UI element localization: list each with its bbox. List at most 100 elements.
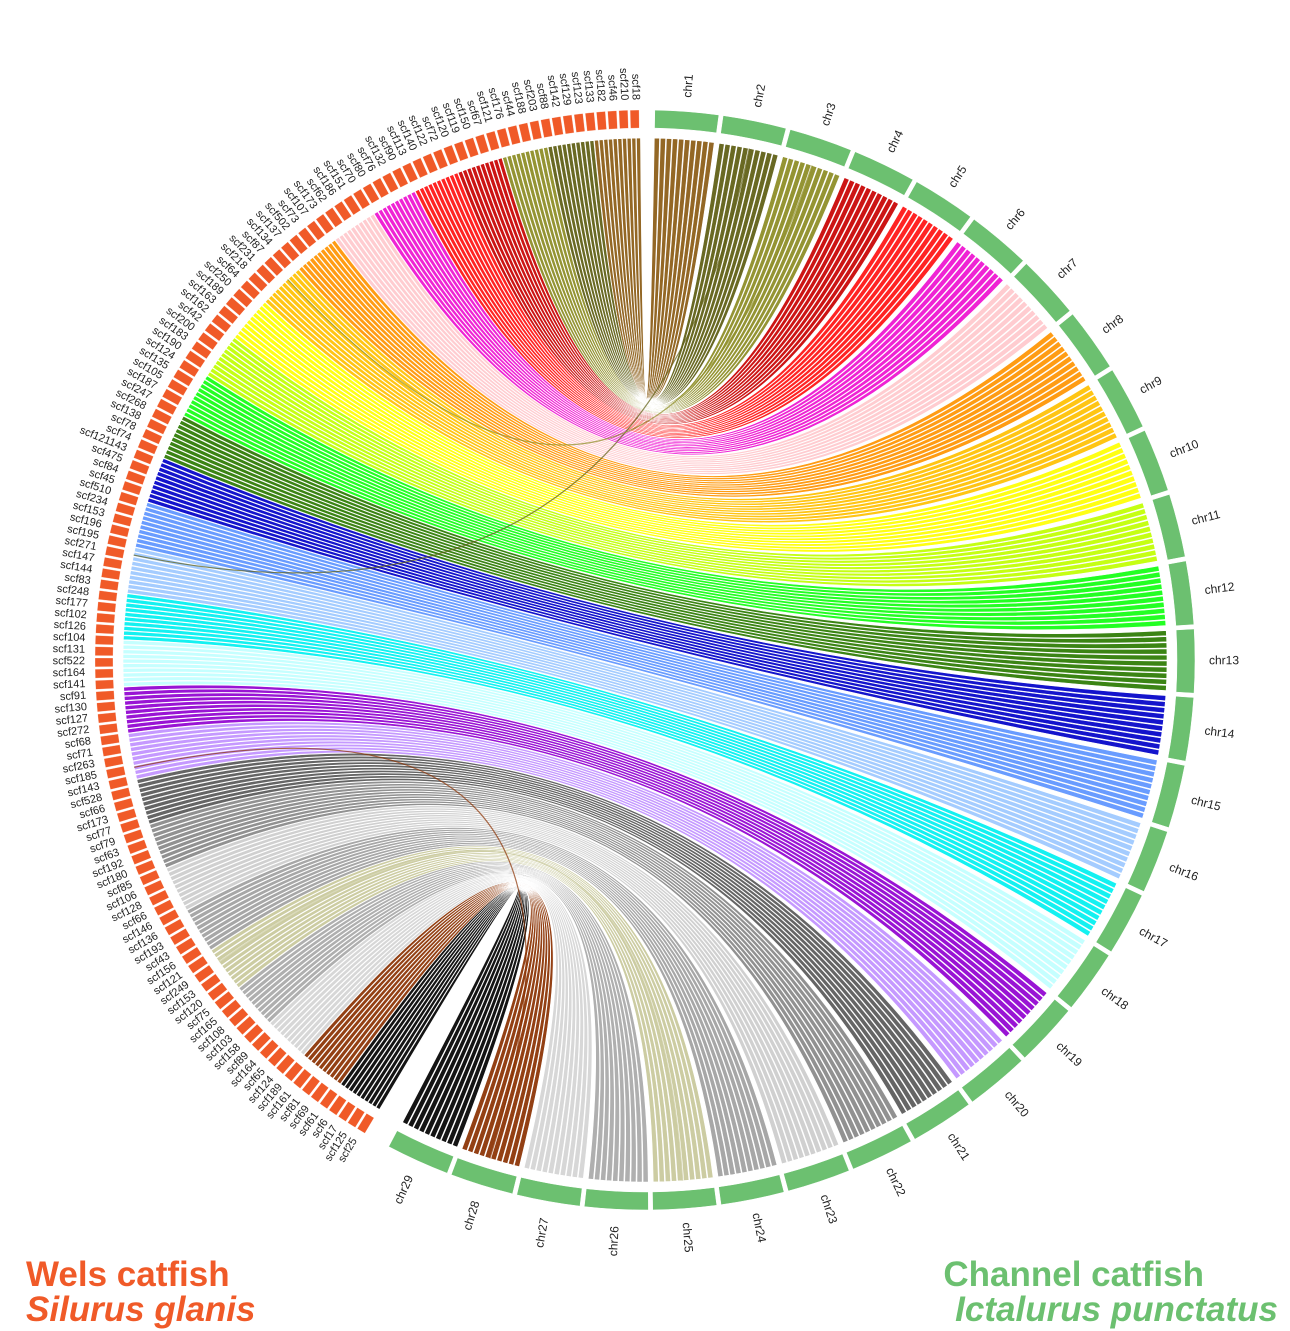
synteny-link-chr8 bbox=[327, 242, 1059, 480]
synteny-link-chr21 bbox=[136, 752, 953, 1086]
synteny-link-chr4 bbox=[466, 167, 889, 423]
scaffold-scf120 bbox=[443, 144, 459, 166]
synteny-link-chr19 bbox=[124, 696, 1036, 1012]
synteny-link-chr3 bbox=[520, 151, 818, 411]
scaffold-scf130 bbox=[96, 701, 116, 713]
synteny-link-chr28 bbox=[336, 886, 533, 1152]
scaffold-scf153 bbox=[112, 513, 133, 527]
wels-catfish-scientific-name: Silurus glanis bbox=[26, 1290, 256, 1329]
synteny-link-chr26 bbox=[244, 863, 637, 1183]
synteny-link-chr24 bbox=[200, 838, 742, 1175]
chromosome-label: chr9 bbox=[1137, 373, 1164, 397]
chromosome-label: chr14 bbox=[1204, 723, 1236, 741]
chromosome-label: chr25 bbox=[680, 1222, 696, 1253]
scaffold-label: scf164 bbox=[53, 667, 86, 680]
scaffold-scf250 bbox=[232, 288, 253, 308]
synteny-link-chr13 bbox=[167, 445, 1168, 679]
synteny-link-chr27 bbox=[269, 873, 593, 1179]
synteny-link-chr22 bbox=[152, 786, 888, 1126]
synteny-link-chr19 bbox=[123, 688, 1044, 1002]
synteny-link-chr26 bbox=[256, 868, 615, 1182]
synteny-link-chr23 bbox=[173, 814, 817, 1156]
chromosome-chr6 bbox=[962, 218, 1024, 275]
synteny-link-chr2 bbox=[552, 145, 773, 406]
scaffold-scf85 bbox=[139, 869, 160, 886]
scaffold-scf187 bbox=[161, 388, 183, 406]
chromosome-chr22 bbox=[846, 1125, 912, 1170]
synteny-link-chr29 bbox=[348, 887, 527, 1143]
synteny-link-chr11 bbox=[223, 348, 1150, 567]
synteny-link-chr1 bbox=[598, 139, 709, 401]
scaffold-scf189 bbox=[225, 296, 246, 316]
synteny-link-chr20 bbox=[135, 749, 962, 1080]
synteny-link-chr22 bbox=[162, 800, 855, 1141]
scaffold-scf83 bbox=[99, 579, 119, 591]
scaffold-label: scf71 bbox=[66, 747, 94, 763]
scaffold-scf77 bbox=[119, 818, 141, 834]
wels-catfish-common-name: Wels catfish bbox=[26, 1255, 230, 1294]
scaffold-scf173 bbox=[116, 808, 137, 823]
scaffold-label: scf46 bbox=[605, 74, 618, 101]
synteny-link-chr23 bbox=[169, 810, 828, 1152]
synteny-link-chr11 bbox=[217, 356, 1153, 574]
synteny-link-chr1 bbox=[608, 138, 697, 400]
synteny-link-chr23 bbox=[180, 820, 799, 1161]
scaffold-scf522 bbox=[94, 657, 114, 668]
scaffold-label: scf142 bbox=[545, 74, 562, 108]
synteny-link-chr6 bbox=[389, 201, 986, 449]
synteny-link-chr29 bbox=[355, 887, 524, 1139]
synteny-link-chr14 bbox=[153, 479, 1164, 732]
scaffold-scf88 bbox=[540, 118, 553, 138]
synteny-link-chr10 bbox=[255, 308, 1127, 533]
scaffold-scf192 bbox=[131, 849, 152, 865]
synteny-link-chr2 bbox=[556, 144, 767, 405]
chromosome-label: chr22 bbox=[883, 1165, 909, 1198]
scaffold-scf231 bbox=[256, 264, 276, 284]
synteny-link-chr26 bbox=[259, 870, 610, 1181]
chromosome-chr27 bbox=[516, 1177, 583, 1207]
chromosome-chr3 bbox=[785, 129, 852, 168]
chromosome-label: chr19 bbox=[1053, 1039, 1085, 1070]
synteny-link-chr27 bbox=[289, 879, 569, 1174]
synteny-link-chr19 bbox=[123, 684, 1048, 998]
synteny-link-chr15 bbox=[141, 515, 1154, 784]
synteny-link-chr24 bbox=[205, 842, 730, 1177]
chromosome-chr23 bbox=[783, 1153, 850, 1192]
synteny-link-chr1 bbox=[626, 137, 673, 400]
synteny-link-chr27 bbox=[279, 876, 580, 1177]
synteny-link-chr20 bbox=[131, 737, 981, 1065]
synteny-link-chr25 bbox=[210, 845, 714, 1179]
synteny-link-chr12 bbox=[199, 383, 1162, 601]
scaffold-scf120 bbox=[207, 982, 228, 1001]
synteny-link-chr5 bbox=[444, 175, 919, 429]
chromosome-chr4 bbox=[847, 151, 914, 196]
synteny-link-chr5 bbox=[427, 183, 939, 435]
synteny-link-chr25 bbox=[218, 850, 684, 1181]
scaffold-scf510 bbox=[118, 491, 139, 506]
synteny-link-chr23 bbox=[182, 822, 794, 1163]
synteny-link-chr5 bbox=[423, 185, 944, 436]
synteny-link-chr10 bbox=[240, 326, 1138, 547]
synteny-link-chr8 bbox=[312, 254, 1073, 489]
synteny-link-chr24 bbox=[191, 831, 766, 1170]
scaffold-scf140 bbox=[412, 157, 429, 179]
channel-catfish-scientific-name: Ictalurus punctatus bbox=[955, 1290, 1278, 1329]
synteny-link-chr3 bbox=[287, 165, 813, 446]
scaffold-scf131 bbox=[94, 646, 114, 656]
synteny-link-chr9 bbox=[295, 269, 1092, 501]
synteny-link-chr5 bbox=[440, 177, 924, 431]
synteny-link-chr6 bbox=[381, 206, 995, 452]
scaffold-scf272 bbox=[98, 723, 119, 735]
synteny-link-chr7 bbox=[334, 237, 1049, 475]
synteny-link-chr20 bbox=[130, 731, 990, 1057]
synteny-link-chr13 bbox=[176, 424, 1168, 649]
synteny-link-chr26 bbox=[263, 871, 605, 1181]
chromosome-chr1 bbox=[654, 109, 720, 134]
chromosome-chr24 bbox=[718, 1174, 785, 1206]
synteny-link-chr20 bbox=[130, 734, 985, 1061]
synteny-link-chr17 bbox=[125, 598, 1115, 894]
synteny-link-chr11 bbox=[207, 371, 1158, 587]
chromosome-label: chr4 bbox=[883, 128, 906, 155]
synteny-link-chr29 bbox=[340, 886, 530, 1148]
